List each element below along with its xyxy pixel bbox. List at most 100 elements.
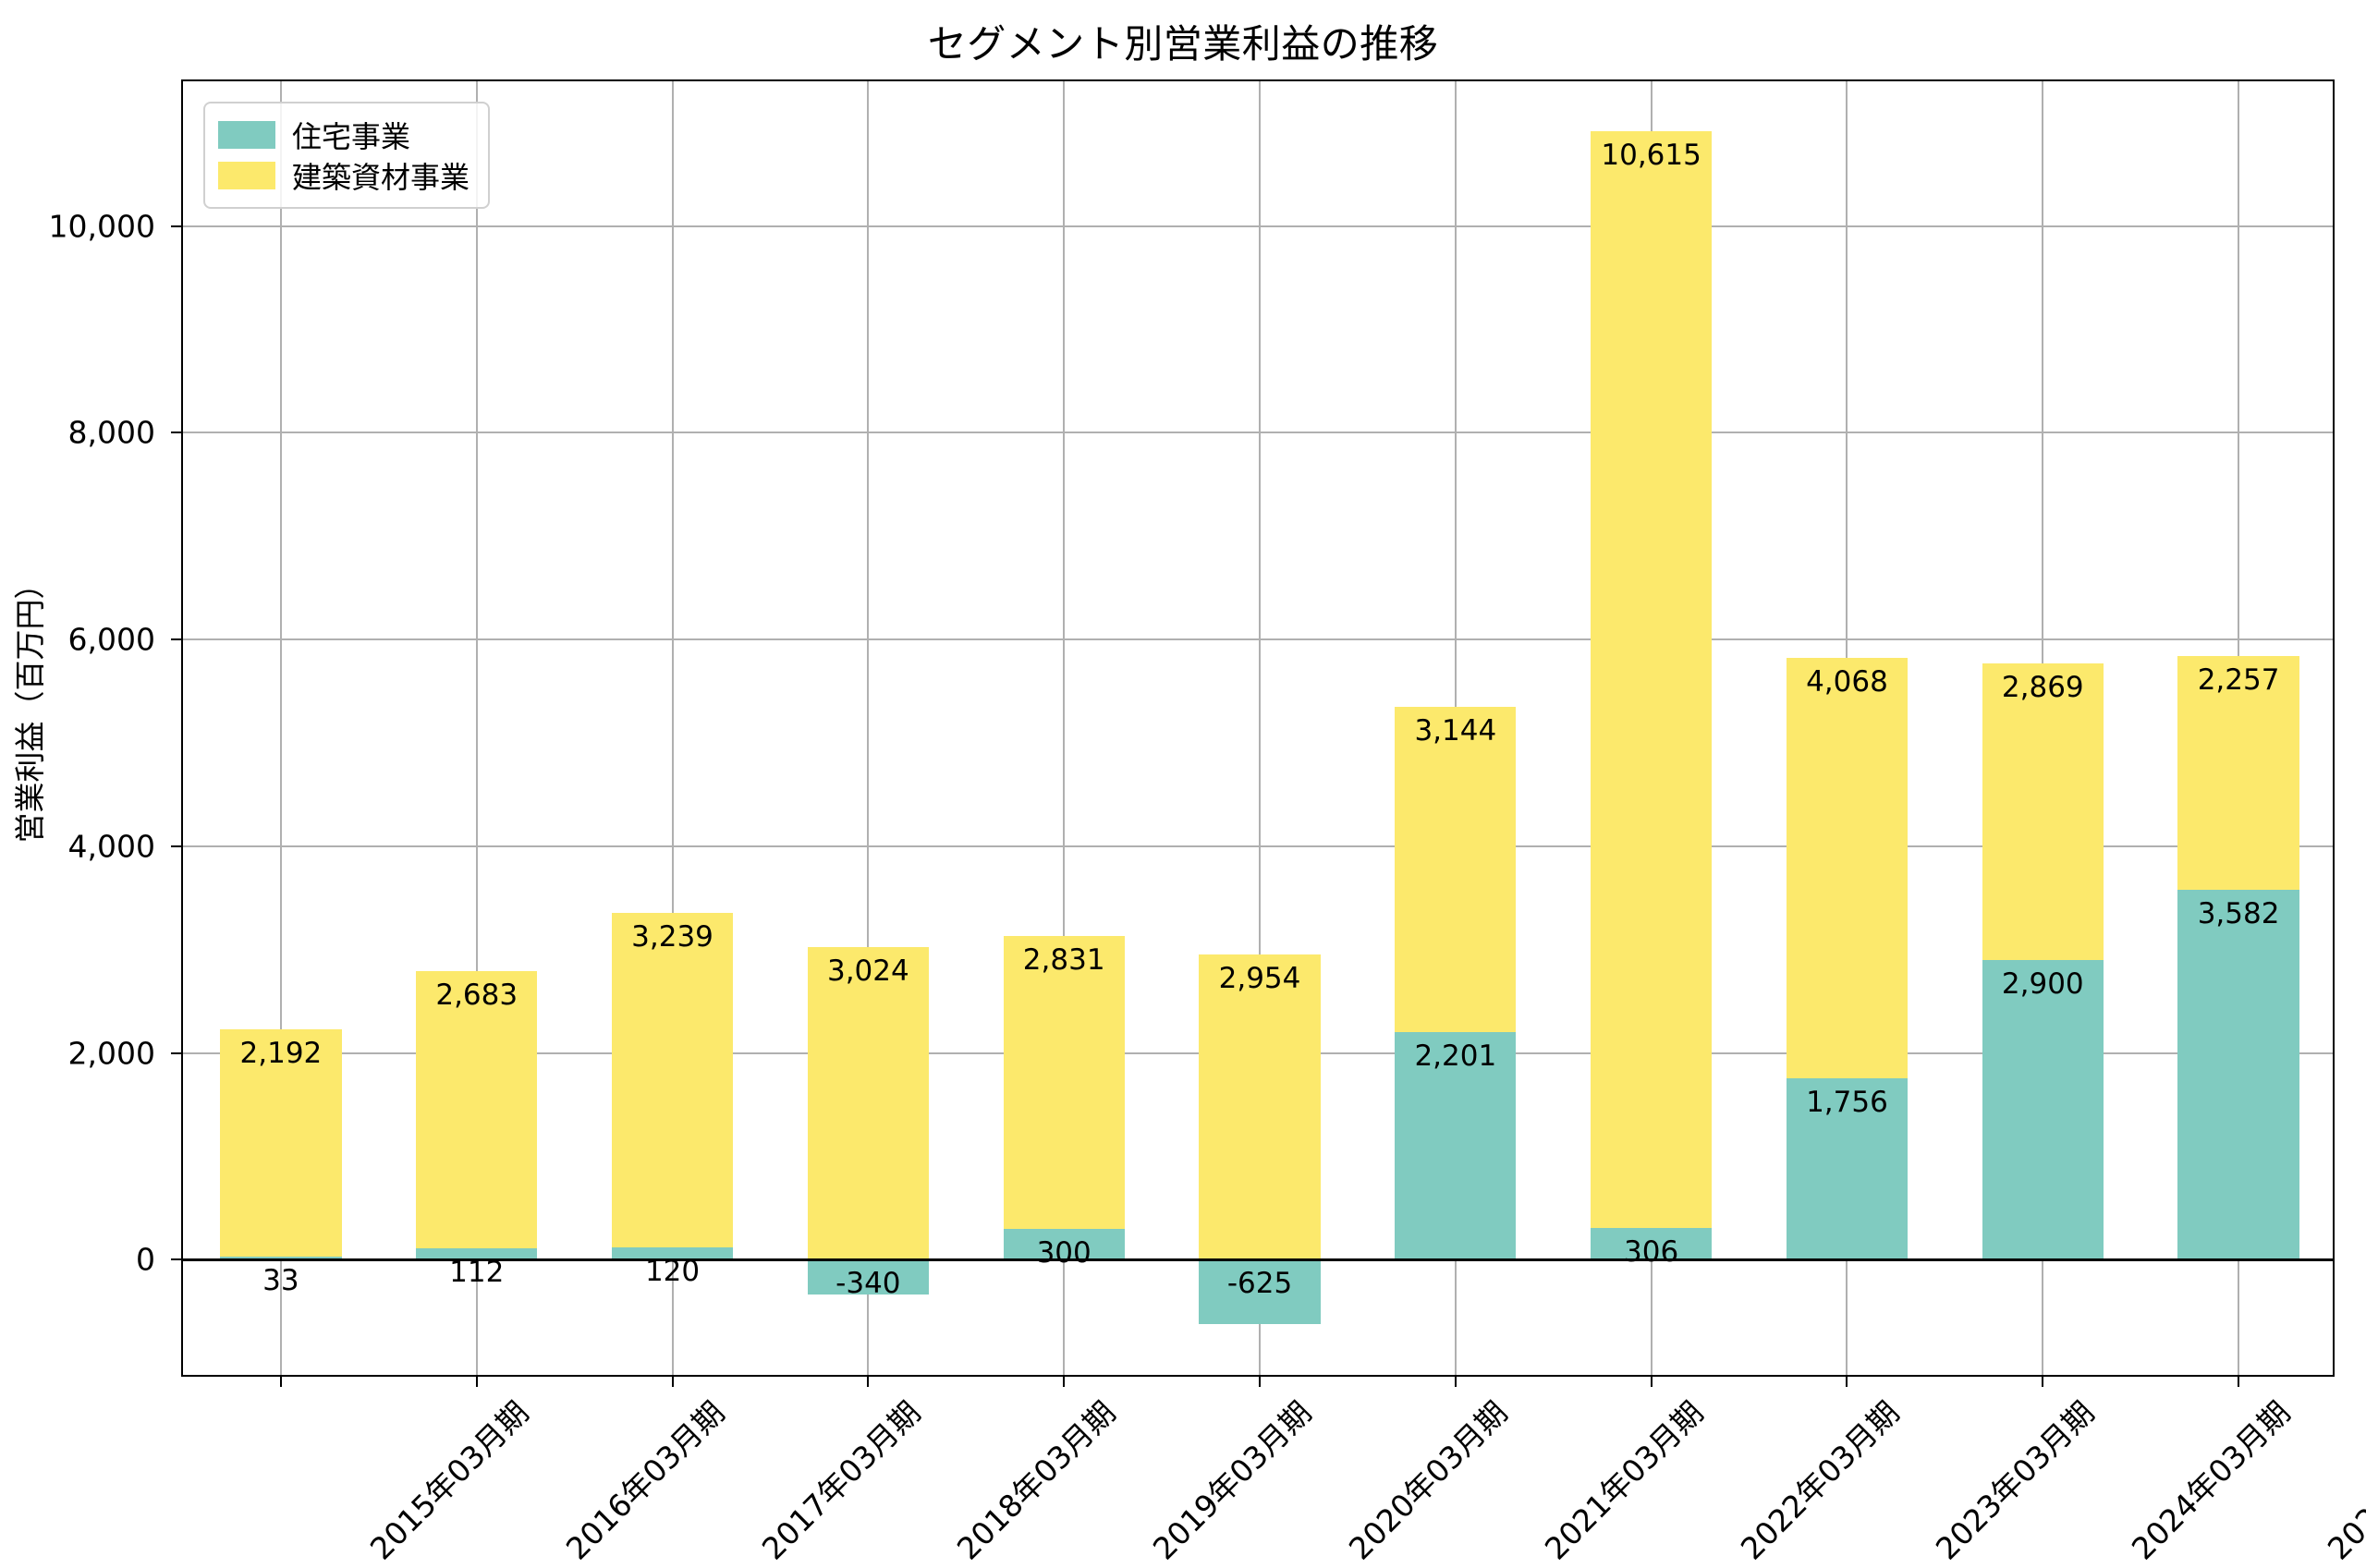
bar-value-label: 10,615 [1601,138,1701,172]
gridline-vertical [867,81,870,1375]
bar-segment[interactable] [1003,1228,1125,1260]
bar-value-label: 3,024 [826,954,909,989]
bar-segment[interactable] [416,970,538,1248]
bar-value-label: 2,192 [239,1037,323,1071]
bar-value-label: 112 [449,1255,505,1289]
x-axis-tick-label: 2021年03月期 [1537,1393,1711,1567]
x-axis-tick-mark [867,1375,870,1387]
bar-segment[interactable] [1590,1228,1713,1260]
bar-segment[interactable] [1395,707,1517,1033]
x-axis-tick-mark [1259,1375,1261,1387]
gridline-vertical [279,81,282,1375]
x-axis-tick-mark [1063,1375,1066,1387]
bar-segment[interactable] [2177,656,2299,890]
y-axis-tick-mark [171,1258,182,1261]
bar-segment[interactable] [1982,959,2104,1260]
y-axis-tick-mark [171,1051,182,1054]
bar-value-label: 306 [1624,1235,1679,1270]
bar-segment[interactable] [416,1247,538,1260]
bar-value-label: 2,683 [435,978,518,1012]
legend-swatch-materials [218,162,275,189]
y-axis-tick-label: 8,000 [67,414,155,451]
x-axis-tick-mark [279,1375,282,1387]
bar-segment[interactable] [807,947,929,1260]
bar-segment[interactable] [611,912,734,1247]
gridline-vertical [671,81,674,1375]
bar-value-label: 3,582 [2197,896,2280,930]
gridline-horizontal [183,432,2333,434]
y-axis-tick-mark [171,225,182,227]
x-axis-tick-label: 2016年03月期 [558,1393,732,1567]
bar-value-label: 120 [644,1254,701,1288]
legend-swatch-housing [218,121,275,149]
x-axis-tick-label: 2022年03月期 [1733,1393,1907,1567]
y-axis-tick-mark [171,845,182,847]
legend-label-materials: 建築資材事業 [292,160,470,195]
x-axis-tick-label: 2024年03月期 [2125,1393,2298,1567]
x-axis-tick-label: 2023年03月期 [1929,1393,2102,1567]
gridline-horizontal [183,638,2333,641]
bar-value-label: 1,756 [1806,1085,1888,1119]
bar-segment[interactable] [220,1256,342,1260]
legend-item-materials[interactable]: 建築資材事業 [218,155,470,196]
gridline-vertical [1063,81,1066,1375]
bar-segment[interactable] [1982,662,2104,960]
x-axis-tick-label: 2018年03月期 [950,1393,1123,1567]
bar-segment[interactable] [1590,130,1713,1229]
bar-value-label: 33 [262,1263,299,1297]
x-axis-tick-label: 2020年03月期 [1341,1393,1515,1567]
legend-label-housing: 住宅事業 [292,119,411,154]
bar-value-label: -625 [1226,1267,1293,1301]
y-axis-tick-label: 10,000 [48,208,155,245]
legend-item-housing[interactable]: 住宅事業 [218,115,470,155]
bar-value-label: 2,257 [2197,663,2280,698]
bar-segment[interactable] [2177,889,2299,1260]
chart-legend: 住宅事業 建築資材事業 [203,102,491,209]
bar-value-label: 4,068 [1806,664,1888,699]
bar-segment[interactable] [1786,657,1909,1078]
gridline-horizontal [183,845,2333,847]
x-axis-tick-mark [1846,1375,1848,1387]
bar-value-label: -340 [835,1267,901,1301]
y-axis-tick-label: 4,000 [67,828,155,865]
bar-value-label: 2,954 [1218,961,1301,995]
y-axis-tick-label: 6,000 [67,621,155,658]
x-axis-tick-label: 2015年03月期 [362,1393,536,1567]
bar-value-label: 300 [1036,1235,1092,1270]
bar-segment[interactable] [1003,936,1125,1229]
gridline-vertical [1259,81,1261,1375]
bar-segment[interactable] [1786,1077,1909,1260]
page-title: セグメント別営業利益の推移 [927,21,1439,67]
plot-area: 住宅事業 建築資材事業 0 2,000 4,000 6,000 8,000 10,000 2… [49,79,2366,1567]
y-axis-tick-mark [171,638,182,641]
bar-segment[interactable] [807,1259,929,1295]
bar-value-label: 2,201 [1414,1039,1497,1074]
bar-segment[interactable] [1199,954,1321,1260]
y-axis-label: 営業利益（百万円） [12,568,48,844]
x-axis-tick-mark [1454,1375,1457,1387]
bar-value-label: 3,144 [1414,714,1497,748]
bar-value-label: 2,900 [2001,966,2084,1001]
x-axis-tick-mark [2042,1375,2044,1387]
x-axis-tick-label: 2025年03月期 [2320,1393,2366,1567]
bar-value-label: 3,239 [631,919,713,954]
x-axis-tick-mark [671,1375,674,1387]
bar-segment[interactable] [220,1029,342,1257]
zero-baseline [183,1258,2333,1262]
bar-segment[interactable] [1199,1259,1321,1325]
x-axis-tick-mark [475,1375,478,1387]
bar-value-label: 2,869 [2001,670,2084,704]
x-axis-tick-mark [2238,1375,2240,1387]
bar-value-label: 2,831 [1022,943,1105,978]
x-axis-tick-label: 2017年03月期 [754,1393,928,1567]
y-axis-tick-mark [171,432,182,434]
x-axis-tick-label: 2019年03月期 [1146,1393,1319,1567]
gridline-vertical [475,81,478,1375]
x-axis-tick-mark [1650,1375,1653,1387]
gridline-horizontal [183,225,2333,227]
y-axis-tick-label: 0 [136,1241,155,1278]
bar-segment[interactable] [611,1246,734,1260]
y-axis-tick-label: 2,000 [67,1035,155,1072]
bar-segment[interactable] [1395,1032,1517,1260]
